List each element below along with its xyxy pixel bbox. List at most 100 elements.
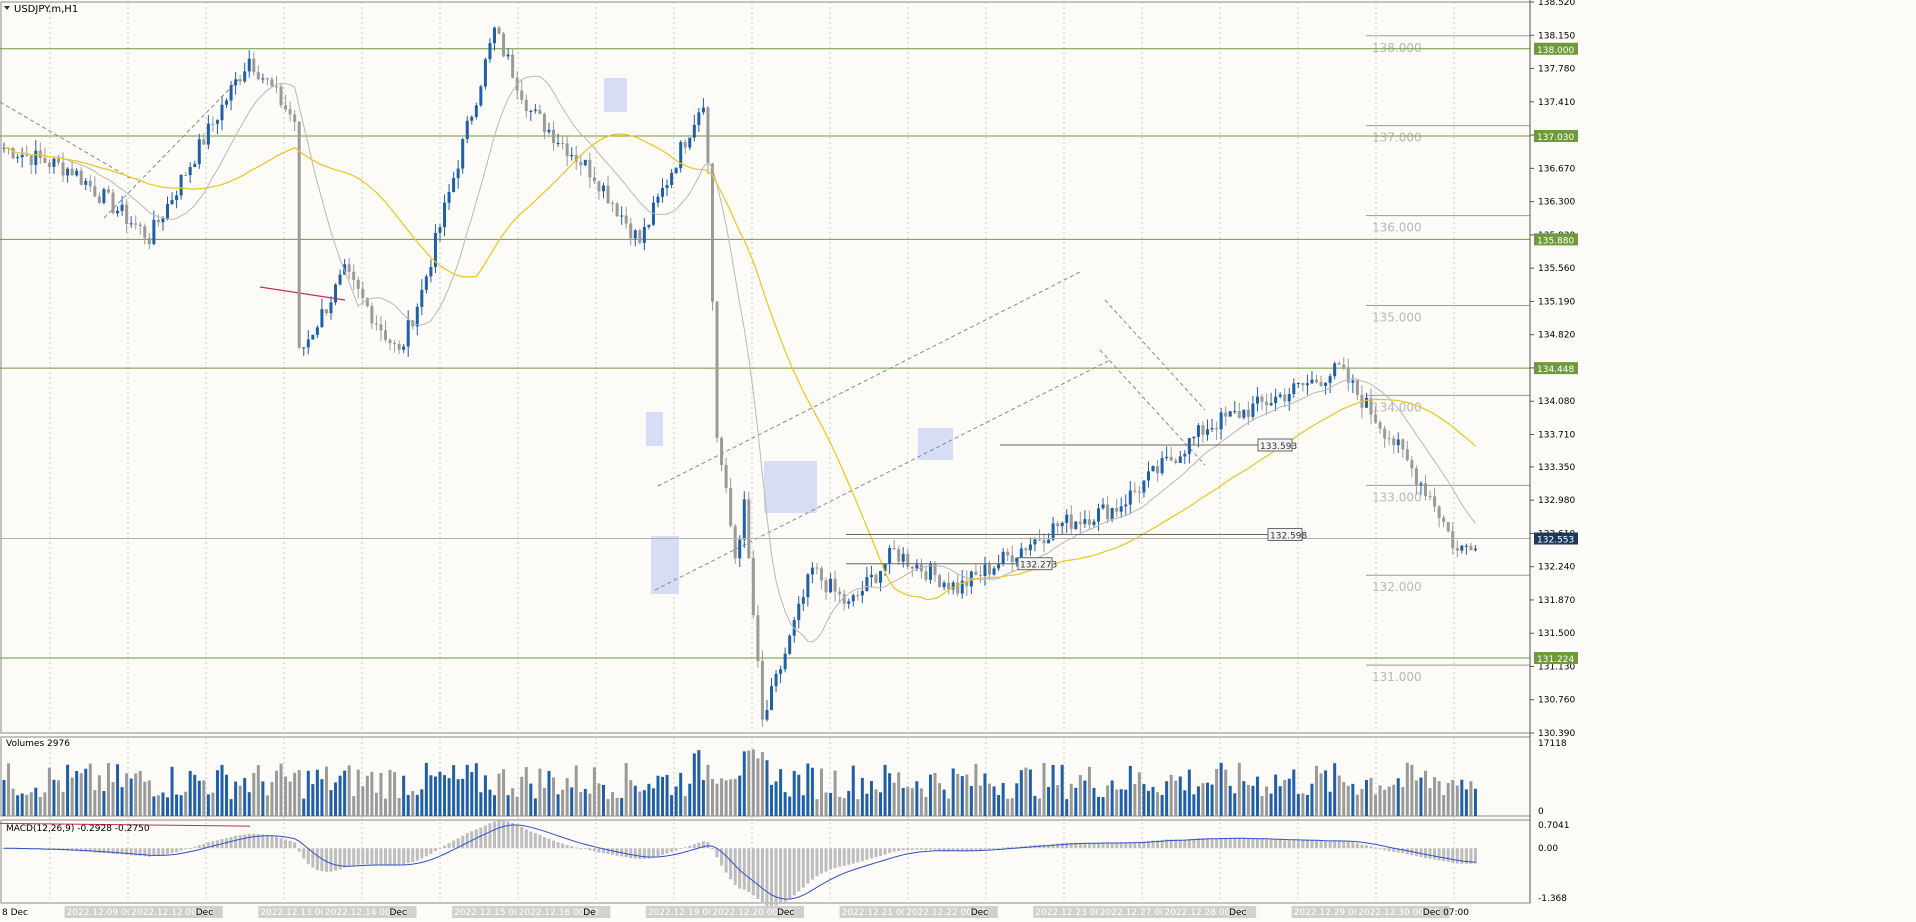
candle[interactable] xyxy=(234,79,238,86)
candle[interactable] xyxy=(879,571,883,583)
trendline[interactable] xyxy=(657,271,1081,487)
candle[interactable] xyxy=(1196,425,1200,437)
candle[interactable] xyxy=(1392,438,1396,446)
candle[interactable] xyxy=(1242,409,1246,418)
candle[interactable] xyxy=(1337,363,1341,365)
candle[interactable] xyxy=(1473,548,1477,551)
candle[interactable] xyxy=(1078,521,1082,524)
candle[interactable] xyxy=(611,203,615,205)
candle[interactable] xyxy=(1446,522,1450,532)
candle[interactable] xyxy=(1428,496,1432,498)
candle[interactable] xyxy=(738,539,742,559)
candle[interactable] xyxy=(297,121,301,348)
candle[interactable] xyxy=(429,267,433,277)
candle[interactable] xyxy=(470,116,474,121)
candle[interactable] xyxy=(1419,483,1423,485)
candle[interactable] xyxy=(1346,367,1350,383)
candle[interactable] xyxy=(1128,490,1132,505)
candle[interactable] xyxy=(1224,412,1228,417)
candle[interactable] xyxy=(315,327,319,335)
candle[interactable] xyxy=(492,27,496,44)
candle[interactable] xyxy=(1015,557,1019,563)
candle[interactable] xyxy=(261,78,265,80)
candle[interactable] xyxy=(206,123,210,145)
candle[interactable] xyxy=(175,195,179,201)
candle[interactable] xyxy=(1246,409,1250,417)
candle[interactable] xyxy=(1028,544,1032,551)
candle[interactable] xyxy=(1437,506,1441,518)
candle[interactable] xyxy=(379,324,383,331)
candle[interactable] xyxy=(474,105,478,117)
candle[interactable] xyxy=(1351,380,1355,383)
candle[interactable] xyxy=(601,185,605,192)
candle[interactable] xyxy=(656,196,660,203)
candle[interactable] xyxy=(683,142,687,148)
candle[interactable] xyxy=(1305,383,1309,386)
candle[interactable] xyxy=(165,203,169,219)
candle[interactable] xyxy=(906,553,910,567)
candle[interactable] xyxy=(66,168,70,176)
candle[interactable] xyxy=(883,563,887,572)
candle[interactable] xyxy=(633,230,637,239)
candle[interactable] xyxy=(901,553,905,562)
candle[interactable] xyxy=(365,297,369,307)
candle[interactable] xyxy=(779,669,783,674)
candle[interactable] xyxy=(561,143,565,145)
candle[interactable] xyxy=(974,571,978,575)
candle[interactable] xyxy=(197,139,201,165)
candle[interactable] xyxy=(806,574,810,598)
candle[interactable] xyxy=(620,215,624,217)
candle[interactable] xyxy=(1097,508,1101,522)
candle[interactable] xyxy=(724,464,728,489)
candle[interactable] xyxy=(947,582,951,590)
candle[interactable] xyxy=(497,27,501,34)
candle[interactable] xyxy=(829,578,833,593)
candle[interactable] xyxy=(615,203,619,217)
trendline[interactable] xyxy=(103,77,241,219)
candle[interactable] xyxy=(106,189,110,193)
candle[interactable] xyxy=(447,192,451,203)
candle[interactable] xyxy=(915,564,919,569)
candle[interactable] xyxy=(1233,411,1237,413)
candle[interactable] xyxy=(924,571,928,580)
candle[interactable] xyxy=(406,320,410,347)
candle[interactable] xyxy=(933,563,937,576)
candle[interactable] xyxy=(311,334,315,340)
candle[interactable] xyxy=(243,71,247,82)
candle[interactable] xyxy=(1374,414,1378,423)
candle[interactable] xyxy=(661,187,665,197)
candle[interactable] xyxy=(1174,460,1178,463)
candle[interactable] xyxy=(869,574,873,578)
candle[interactable] xyxy=(284,105,288,110)
candle[interactable] xyxy=(20,154,24,158)
candle[interactable] xyxy=(1324,382,1328,386)
candle[interactable] xyxy=(1292,383,1296,395)
candle[interactable] xyxy=(1106,504,1110,520)
candle[interactable] xyxy=(502,33,506,57)
candle[interactable] xyxy=(529,110,533,112)
candle[interactable] xyxy=(356,279,360,289)
candle[interactable] xyxy=(892,547,896,550)
candle[interactable] xyxy=(247,58,251,72)
candle[interactable] xyxy=(147,237,151,245)
candle[interactable] xyxy=(733,525,737,559)
candle[interactable] xyxy=(960,580,964,594)
candle[interactable] xyxy=(1133,490,1137,492)
candle[interactable] xyxy=(1424,483,1428,497)
candle[interactable] xyxy=(1092,521,1096,525)
candle[interactable] xyxy=(479,86,483,106)
candle[interactable] xyxy=(134,223,138,225)
candle[interactable] xyxy=(1369,397,1373,415)
candle[interactable] xyxy=(1228,411,1232,417)
candle[interactable] xyxy=(324,309,328,314)
candle[interactable] xyxy=(97,196,101,203)
candle[interactable] xyxy=(574,155,578,162)
candle[interactable] xyxy=(765,710,769,720)
candle[interactable] xyxy=(997,564,1001,569)
candle[interactable] xyxy=(329,302,333,314)
candle[interactable] xyxy=(111,192,115,214)
candle[interactable] xyxy=(897,549,901,562)
candle[interactable] xyxy=(43,157,47,163)
candle[interactable] xyxy=(306,339,310,348)
candle[interactable] xyxy=(1383,428,1387,439)
